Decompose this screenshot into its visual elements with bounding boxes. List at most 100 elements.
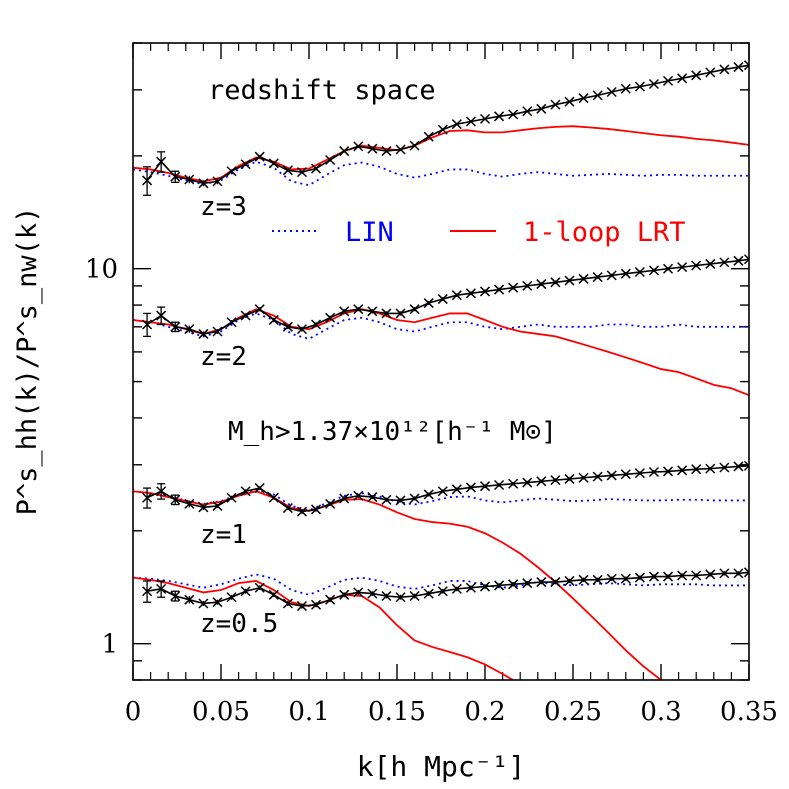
- data-point: [395, 144, 406, 155]
- data-point: [733, 62, 744, 73]
- data-point: [184, 498, 195, 509]
- cross-stroke: [381, 146, 392, 157]
- data-point: [367, 588, 378, 599]
- cross-stroke: [606, 86, 617, 98]
- cross-stroke: [536, 279, 547, 290]
- x-tick-label: 0.25: [544, 697, 602, 727]
- data-point: [381, 590, 392, 602]
- cross-stroke: [592, 471, 603, 482]
- cross-stroke: [226, 492, 237, 503]
- cross-stroke: [240, 486, 251, 497]
- data-point: [691, 260, 702, 271]
- cross-stroke: [142, 586, 153, 597]
- data-point: [620, 268, 631, 279]
- cross-stroke: [339, 493, 350, 504]
- cross-stroke: [663, 75, 674, 86]
- data-point: [240, 486, 251, 497]
- cross-stroke: [733, 62, 744, 73]
- cross-stroke: [648, 466, 659, 478]
- data-point: [677, 465, 688, 476]
- cross-stroke: [409, 140, 420, 151]
- x-tick-label: 0.1: [288, 697, 329, 727]
- cross-stroke: [743, 571, 749, 578]
- nbody-line: [146, 465, 749, 513]
- cross-stroke: [705, 67, 716, 78]
- data-point: [719, 568, 730, 579]
- data-point: [677, 570, 688, 581]
- data-point: [479, 286, 491, 297]
- data-point: [423, 298, 434, 309]
- data-point: [325, 498, 336, 509]
- data-point: [634, 572, 645, 583]
- data-point: [353, 587, 364, 598]
- cross-stroke: [240, 310, 251, 321]
- cross-stroke: [325, 312, 336, 323]
- cross-stroke: [465, 582, 476, 593]
- panel-group: [133, 254, 749, 397]
- x-tick-label: 0.05: [192, 697, 250, 727]
- data-point: [578, 93, 589, 104]
- data-point: [479, 113, 491, 124]
- cross-stroke: [564, 473, 575, 484]
- cross-stroke: [170, 171, 181, 182]
- data-point: [142, 319, 153, 330]
- cross-stroke: [663, 466, 674, 477]
- data-point: [226, 317, 237, 328]
- data-point: [691, 570, 702, 581]
- data-point: [339, 589, 350, 600]
- cross-stroke: [494, 479, 505, 491]
- x-tick-label: 0.3: [640, 697, 681, 727]
- cross-stroke: [268, 589, 279, 600]
- cross-stroke: [423, 131, 434, 142]
- cross-stroke: [156, 583, 167, 594]
- cross-stroke: [564, 275, 575, 286]
- data-point: [395, 495, 406, 506]
- cross-stroke: [184, 174, 195, 185]
- data-point: [353, 304, 364, 315]
- cross-stroke: [733, 255, 744, 266]
- data-point: [268, 158, 279, 169]
- data-point: [663, 571, 674, 582]
- cross-stroke: [142, 492, 153, 503]
- data-point: [409, 590, 420, 602]
- nbody-line: [146, 64, 749, 185]
- cross-stroke: [691, 464, 702, 475]
- data-point: [677, 73, 688, 84]
- nbody-line: [146, 258, 749, 335]
- cross-stroke: [743, 464, 749, 471]
- data-point: [564, 275, 575, 286]
- data-point: [170, 321, 181, 332]
- data-point: [522, 106, 533, 117]
- cross-stroke: [282, 321, 293, 332]
- data-point: [479, 581, 491, 592]
- cross-stroke: [367, 588, 378, 599]
- data-point: [381, 146, 392, 157]
- cross-stroke: [743, 567, 749, 574]
- data-point: [606, 86, 617, 98]
- cross-stroke: [198, 328, 209, 339]
- cross-stroke: [423, 489, 434, 500]
- cross-stroke: [311, 504, 322, 515]
- cross-stroke: [620, 83, 631, 94]
- data-point: [170, 494, 181, 505]
- data-point: [634, 468, 645, 479]
- data-point: [423, 131, 434, 142]
- cross-stroke: [156, 310, 167, 321]
- panel-label-z05: z=0.5: [200, 609, 278, 639]
- cross-stroke: [743, 60, 749, 67]
- cross-stroke: [311, 163, 322, 174]
- cross-stroke: [437, 124, 448, 135]
- cross-stroke: [564, 575, 575, 586]
- cross-stroke: [254, 151, 265, 162]
- data-point: [325, 154, 336, 166]
- cross-stroke: [479, 581, 491, 592]
- data-point: [691, 70, 702, 81]
- data-point: [240, 586, 251, 597]
- data-point: [663, 75, 674, 86]
- cross-stroke: [733, 461, 744, 472]
- cross-stroke: [254, 483, 265, 494]
- data-point: [743, 567, 749, 578]
- lrt-curve: [133, 576, 515, 680]
- data-point: [254, 304, 265, 315]
